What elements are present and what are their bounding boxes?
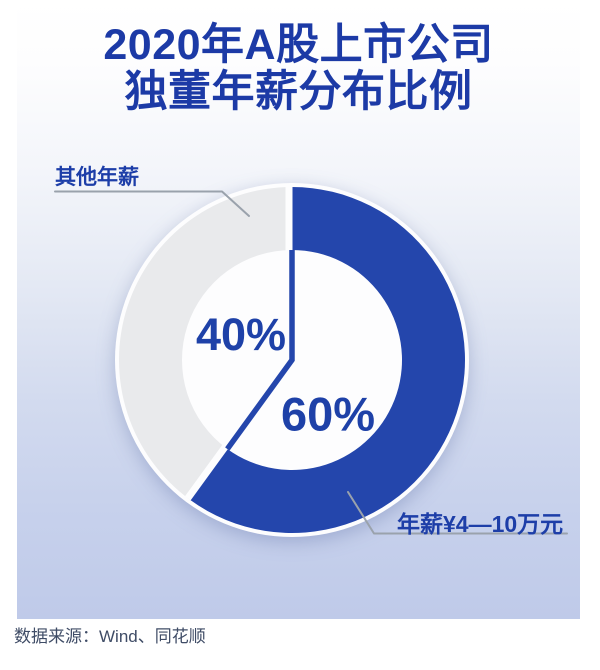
chart-title-line-1: 2020年A股上市公司	[103, 21, 494, 69]
leader-line-main	[347, 491, 568, 535]
percent-label-60: 60%	[280, 387, 376, 441]
donut-ring	[115, 183, 469, 537]
leader-line-other	[54, 190, 250, 217]
callout-label-main: 年薪¥4—10万元	[397, 511, 564, 537]
chart-title-line-2: 独董年薪分布比例	[124, 68, 473, 116]
slice-gap-diagonal	[185, 368, 284, 501]
data-source-text: 数据来源：Wind、同花顺	[14, 627, 206, 646]
percent-label-40: 40%	[195, 309, 287, 360]
slice-blue-60	[190, 186, 466, 533]
slice-divider-lines	[225, 250, 295, 451]
chart-title: 2020年A股上市公司 独董年薪分布比例	[0, 22, 597, 116]
slice-gray-40	[119, 187, 292, 500]
callout-label-other: 其他年薪	[55, 166, 139, 189]
